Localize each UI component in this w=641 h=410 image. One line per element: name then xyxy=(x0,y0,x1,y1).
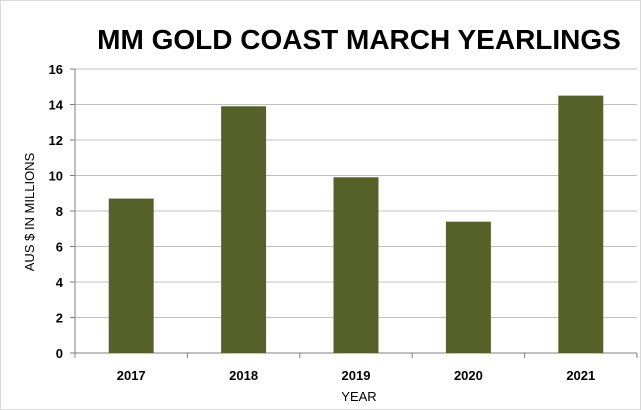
y-tick-label: 10 xyxy=(49,169,63,184)
chart-title: MM GOLD COAST MARCH YEARLINGS xyxy=(97,24,621,55)
bar-2021 xyxy=(558,95,604,353)
axes: 0 2 4 6 8 10 12 14 16 2017 2018 2019 2020 2021 xyxy=(49,62,638,383)
bar-2018 xyxy=(221,106,267,354)
x-tick-label: 2020 xyxy=(454,368,483,383)
y-tick-label: 12 xyxy=(49,133,63,148)
bars xyxy=(108,95,604,354)
bar-2020 xyxy=(445,221,491,353)
y-tick-label: 2 xyxy=(56,311,63,326)
x-tick-label: 2021 xyxy=(566,368,595,383)
bar-2019 xyxy=(333,177,379,353)
x-tick-label: 2017 xyxy=(117,368,146,383)
y-axis-title: AUS $ IN MILLIONS xyxy=(22,152,37,271)
x-axis-title: YEAR xyxy=(341,389,376,404)
y-tick-label: 14 xyxy=(49,98,64,113)
y-tick-label: 0 xyxy=(56,346,63,361)
y-tick-label: 6 xyxy=(56,240,63,255)
x-tick-label: 2018 xyxy=(229,368,258,383)
y-tick-label: 16 xyxy=(49,62,63,77)
x-tick-label: 2019 xyxy=(342,368,371,383)
bar-2017 xyxy=(108,198,154,353)
y-tick-label: 8 xyxy=(56,204,63,219)
y-tick-label: 4 xyxy=(56,275,64,290)
